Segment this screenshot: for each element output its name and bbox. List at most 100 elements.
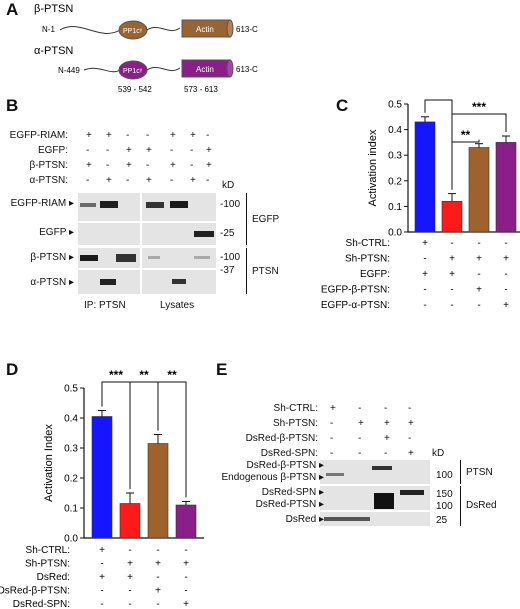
b-label-egfp-riam: EGFP-RIAM ▸ bbox=[10, 198, 74, 209]
e-sign: - bbox=[408, 433, 412, 444]
condition-sign: + bbox=[155, 586, 161, 597]
e-blot-ptsn bbox=[320, 460, 430, 484]
alpha-ptsn-title: α-PTSN bbox=[34, 45, 73, 57]
b-kd-label: kD bbox=[222, 180, 235, 191]
panel-b-letter: B bbox=[6, 96, 19, 115]
condition-label: DsRed: bbox=[37, 572, 70, 583]
y-tick-label: 0.2 bbox=[388, 176, 402, 187]
condition-label: Sh-CTRL: bbox=[346, 238, 390, 249]
b-sign: - bbox=[206, 130, 210, 141]
panel-a-protein-diagram: β-PTSN N-1 PP1cᵞ Actin 613-C α-PTSN N-44… bbox=[34, 3, 258, 94]
b-group-ptsn: PTSN bbox=[252, 266, 279, 277]
e-sign: - bbox=[358, 403, 362, 414]
e-group-ptsn: PTSN bbox=[466, 467, 493, 478]
e-row-label-sh-ptsn: Sh-PTSN: bbox=[272, 418, 318, 429]
b-band bbox=[80, 203, 96, 207]
condition-sign: - bbox=[423, 285, 426, 296]
condition-sign: + bbox=[99, 572, 105, 583]
condition-sign: + bbox=[503, 300, 509, 311]
beta-linker-2 bbox=[146, 26, 181, 32]
e-sign: - bbox=[358, 433, 362, 444]
condition-sign: + bbox=[476, 254, 482, 265]
b-sign: - bbox=[106, 145, 110, 156]
b-sign: + bbox=[146, 175, 152, 186]
b-sign: + bbox=[206, 145, 212, 156]
b-label-alpha: α-PTSN ▸ bbox=[30, 277, 74, 288]
b-bottom-lysates: Lysates bbox=[160, 300, 195, 311]
condition-sign: + bbox=[127, 572, 133, 583]
b-row-label-beta-ptsn: β-PTSN: bbox=[29, 160, 68, 171]
panel-b-western-blot: EGFP-RIAM: EGFP: β-PTSN: α-PTSN: + + - - + + -… bbox=[0, 0, 300, 311]
e-label-endogenous: Endogenous β-PTSN ▸ bbox=[221, 472, 324, 483]
b-blot-ip-egfp bbox=[78, 223, 140, 245]
b-band bbox=[146, 202, 164, 208]
significance-label: *** bbox=[109, 368, 123, 382]
b-sign: + bbox=[126, 145, 132, 156]
condition-label: DsRed-β-PTSN: bbox=[0, 586, 70, 597]
condition-sign: + bbox=[449, 254, 455, 265]
e-sign: + bbox=[408, 448, 414, 459]
b-sign: + bbox=[106, 175, 112, 186]
e-ptsn-bracket bbox=[460, 460, 461, 484]
e-sign: - bbox=[330, 448, 334, 459]
e-sign: - bbox=[330, 433, 334, 444]
condition-label: EGFP: bbox=[360, 269, 390, 280]
condition-sign: + bbox=[422, 238, 428, 249]
b-band bbox=[172, 279, 186, 284]
b-band bbox=[148, 256, 160, 259]
b-blot-lys-beta bbox=[142, 248, 216, 268]
b-band bbox=[194, 231, 214, 237]
beta-ptsn-title: β-PTSN bbox=[34, 3, 73, 15]
condition-sign: - bbox=[450, 300, 453, 311]
e-group-dsred: DsRed bbox=[466, 500, 497, 511]
condition-sign: + bbox=[99, 545, 105, 556]
b-sign: - bbox=[146, 130, 150, 141]
alpha-n-term: N-449 bbox=[58, 66, 80, 75]
alpha-c-term: 613-C bbox=[236, 65, 258, 74]
condition-sign: - bbox=[504, 285, 507, 296]
y-tick-label: 0.0 bbox=[64, 534, 78, 545]
e-band bbox=[400, 490, 424, 495]
condition-sign: - bbox=[100, 599, 103, 609]
e-sign: + bbox=[358, 418, 364, 429]
b-band bbox=[80, 255, 98, 261]
b-ptsn-bracket bbox=[246, 248, 247, 294]
e-sign: - bbox=[330, 418, 334, 429]
b-sign: - bbox=[126, 130, 130, 141]
b-marker: -100 bbox=[220, 252, 241, 263]
y-tick-label: 0.1 bbox=[64, 504, 78, 515]
condition-sign: - bbox=[156, 545, 159, 556]
condition-sign: - bbox=[477, 269, 480, 280]
e-sign: + bbox=[330, 403, 336, 414]
condition-label: Sh-CTRL: bbox=[26, 545, 70, 556]
condition-sign: - bbox=[450, 285, 453, 296]
condition-sign: - bbox=[450, 238, 453, 249]
bar bbox=[468, 147, 490, 233]
e-sign: + bbox=[408, 418, 414, 429]
condition-sign: - bbox=[128, 545, 131, 556]
condition-sign: + bbox=[422, 269, 428, 280]
significance-bracket bbox=[157, 381, 187, 498]
e-label-dsred-ptsn: DsRed-PTSN ▸ bbox=[255, 499, 324, 510]
b-band bbox=[116, 254, 136, 262]
condition-sign: + bbox=[503, 254, 509, 265]
b-sign: - bbox=[86, 175, 90, 186]
condition-sign: + bbox=[183, 599, 189, 609]
alpha-pp1-label: PP1cᵞ bbox=[123, 68, 143, 75]
e-sign: - bbox=[384, 448, 388, 459]
y-axis-label: Activation Index bbox=[43, 424, 55, 502]
e-row-label-dsred-beta: DsRed-β-PTSN: bbox=[245, 433, 318, 444]
alpha-actin-cap bbox=[226, 59, 234, 78]
b-sign: + bbox=[170, 160, 176, 171]
alpha-pp1-range: 539 - 542 bbox=[118, 85, 152, 94]
significance-label: *** bbox=[472, 100, 486, 114]
e-band bbox=[326, 473, 344, 476]
y-tick-label: 0.5 bbox=[388, 100, 402, 111]
b-sign: - bbox=[86, 145, 90, 156]
condition-sign: - bbox=[477, 238, 480, 249]
e-marker: 100 bbox=[436, 470, 453, 481]
alpha-actin-range: 573 - 613 bbox=[184, 85, 218, 94]
